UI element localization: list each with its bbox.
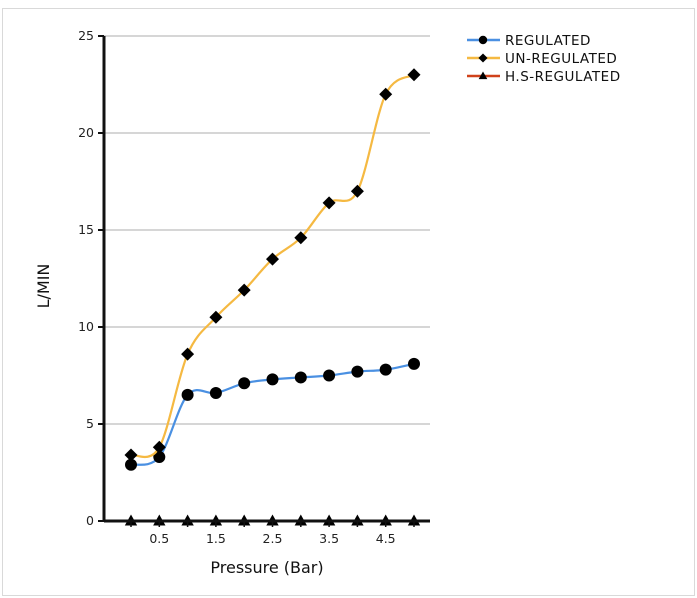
circle-point — [181, 388, 194, 401]
legend-marker-diamond — [478, 53, 488, 63]
diamond-point — [266, 252, 279, 266]
legend-item: H.S-REGULATED — [467, 69, 621, 85]
circle-point — [379, 363, 392, 376]
legend-item: REGULATED — [467, 33, 591, 49]
y-tick-label-25: 25 — [78, 28, 94, 43]
y-tick-label-0: 0 — [86, 513, 94, 528]
diamond-point — [237, 283, 251, 297]
legend-label: UN-REGULATED — [505, 51, 617, 67]
diamond-point — [294, 231, 308, 245]
legend-label: H.S-REGULATED — [505, 69, 621, 85]
diamond-point — [350, 184, 364, 198]
y-tick-label-15: 15 — [78, 222, 94, 237]
series-regulated — [125, 357, 420, 471]
x-tick-label-2.5: 2.5 — [263, 531, 283, 546]
series-un-regulated — [124, 68, 421, 462]
circle-point — [351, 365, 364, 378]
y-tick-label-20: 20 — [78, 125, 94, 140]
diamond-point — [322, 196, 336, 210]
x-tick-label-1.5: 1.5 — [206, 531, 226, 546]
diamond-point — [152, 440, 166, 454]
y-axis-title: L/MIN — [34, 264, 53, 309]
axes — [98, 35, 430, 527]
legend-marker-circle — [478, 35, 488, 45]
circle-point — [125, 458, 137, 471]
tick-labels: 0 5 10 15 20 25 0.5 1.5 2.5 3.5 4.5 — [78, 28, 396, 546]
circle-point — [209, 386, 222, 399]
y-tick-label-5: 5 — [86, 416, 94, 431]
legend: REGULATED UN-REGULATED H.S-REGULATED — [467, 33, 621, 85]
circle-point — [238, 377, 251, 390]
x-tick-label-3.5: 3.5 — [319, 531, 339, 546]
x-tick-label-0.5: 0.5 — [149, 531, 169, 546]
legend-label: REGULATED — [505, 33, 591, 49]
circle-point — [153, 450, 166, 463]
gridlines — [104, 35, 430, 425]
circle-point — [294, 371, 307, 384]
x-axis-title: Pressure (Bar) — [210, 558, 323, 577]
diamond-point — [124, 448, 138, 462]
diamond-point — [379, 87, 393, 101]
circle-point — [323, 369, 336, 382]
diamond-point — [181, 347, 195, 361]
x-tick-label-4.5: 4.5 — [376, 531, 396, 546]
legend-marker-triangle — [478, 71, 488, 80]
chart-frame — [2, 8, 695, 596]
diamond-point — [209, 310, 223, 324]
legend-item: UN-REGULATED — [467, 51, 617, 67]
diamond-point — [407, 68, 421, 82]
y-tick-label-10: 10 — [78, 319, 94, 334]
circle-point — [408, 357, 420, 370]
series-layer — [124, 68, 421, 526]
circle-point — [266, 373, 279, 386]
